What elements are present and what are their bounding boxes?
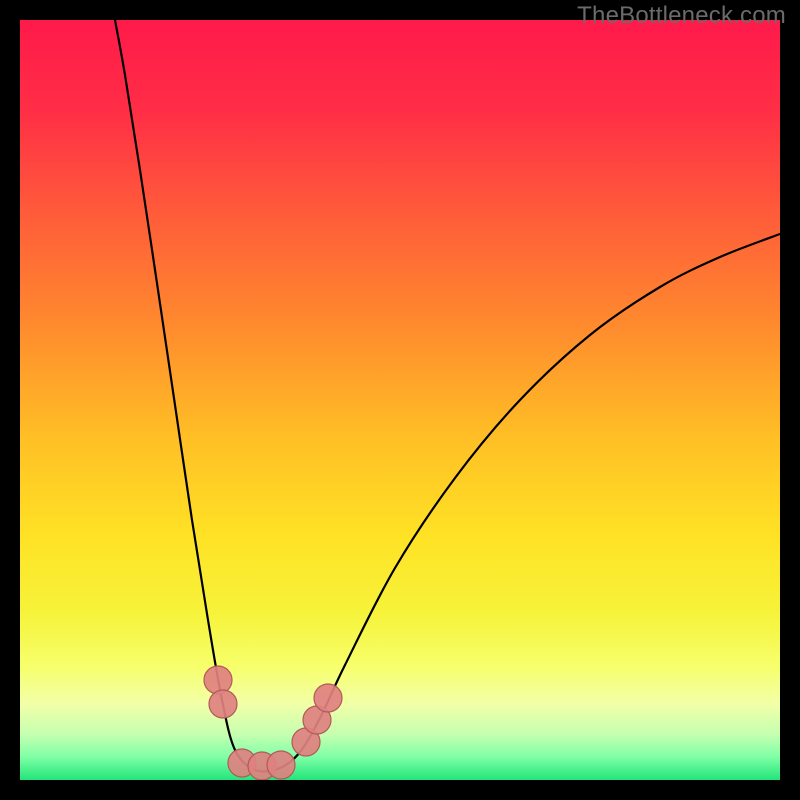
marker-point (314, 684, 342, 712)
marker-point (267, 751, 295, 779)
marker-point (204, 666, 232, 694)
marker-point (209, 690, 237, 718)
watermark-text: TheBottleneck.com (577, 2, 786, 30)
